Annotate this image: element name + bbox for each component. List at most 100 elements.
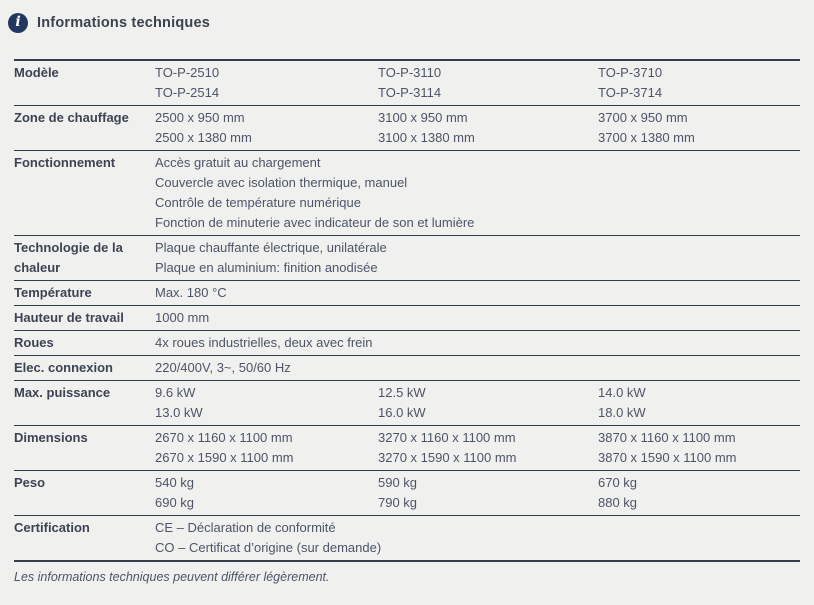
value-line: 3870 x 1160 x 1100 mm	[598, 430, 736, 445]
row-label: Dimensions	[14, 430, 88, 445]
value-column: 3100 x 950 mm 3100 x 1380 mm	[378, 108, 598, 148]
value-line: 4x roues industrielles, deux avec frein	[155, 335, 373, 350]
value-column: 590 kg 790 kg	[378, 473, 598, 513]
row-label: Peso	[14, 475, 46, 490]
row-label: Certification	[14, 520, 90, 535]
value-span: Accès gratuit au chargement Couvercle ave…	[155, 153, 800, 233]
value-line: 3700 x 1380 mm	[598, 130, 695, 145]
value-line: TO-P-3114	[378, 85, 442, 100]
table-row: Hauteur de travail 1000 mm	[14, 306, 800, 331]
value-span: CE – Déclaration de conformité CO – Certi…	[155, 518, 800, 558]
value-column: TO-P-3710 TO-P-3714	[598, 63, 800, 103]
value-line: CE – Déclaration de conformité	[155, 520, 336, 535]
section-header: i Informations techniques	[0, 0, 814, 33]
value-column: TO-P-2510 TO-P-2514	[155, 63, 378, 103]
value-line: Max. 180 °C	[155, 285, 227, 300]
value-span: Max. 180 °C	[155, 283, 800, 303]
row-values: 9.6 kW 13.0 kW 12.5 kW 16.0 kW 14.0 kW 18.0 k…	[155, 383, 800, 423]
disclaimer-note: Les informations techniques peuvent diff…	[14, 570, 330, 584]
value-span: 220/400V, 3~, 50/60 Hz	[155, 358, 800, 378]
value-line: TO-P-2514	[155, 85, 220, 100]
value-column: 12.5 kW 16.0 kW	[378, 383, 598, 423]
row-values: 4x roues industrielles, deux avec frein	[155, 333, 800, 353]
value-line: 18.0 kW	[598, 405, 646, 420]
row-label: Fonctionnement	[14, 155, 116, 170]
row-label: Modèle	[14, 65, 59, 80]
row-label: Technologie de la chaleur	[14, 240, 123, 275]
row-values: 2500 x 950 mm 2500 x 1380 mm 3100 x 950 mm…	[155, 108, 800, 148]
value-column: 670 kg 880 kg	[598, 473, 800, 513]
row-values: 2670 x 1160 x 1100 mm 2670 x 1590 x 1100 …	[155, 428, 800, 468]
value-line: 690 kg	[155, 495, 195, 510]
value-column: 2670 x 1160 x 1100 mm 2670 x 1590 x 1100 …	[155, 428, 378, 468]
row-label: Hauteur de travail	[14, 310, 124, 325]
value-line: Plaque en aluminium: finition anodisée	[155, 260, 378, 275]
value-line: TO-P-2510	[155, 65, 220, 80]
row-values: Max. 180 °C	[155, 283, 800, 303]
row-values: 540 kg 690 kg 590 kg 790 kg 670 kg 880 kg	[155, 473, 800, 513]
page-title: Informations techniques	[37, 15, 210, 31]
table-row: Technologie de la chaleur Plaque chauffan…	[14, 236, 800, 281]
table-row: Dimensions 2670 x 1160 x 1100 mm 2670 x 15…	[14, 426, 800, 471]
value-column: 540 kg 690 kg	[155, 473, 378, 513]
row-label: Roues	[14, 335, 54, 350]
value-line: TO-P-3110	[378, 65, 442, 80]
value-line: Fonction de minuterie avec indicateur de…	[155, 215, 475, 230]
table-row: Roues 4x roues industrielles, deux avec f…	[14, 331, 800, 356]
table-row: Modèle TO-P-2510 TO-P-2514 TO-P-3110 TO-P-31…	[14, 61, 800, 106]
value-line: 3100 x 950 mm	[378, 110, 468, 125]
value-column: 3270 x 1160 x 1100 mm 3270 x 1590 x 1100 …	[378, 428, 598, 468]
value-line: 1000 mm	[155, 310, 210, 325]
technical-info-table: Modèle TO-P-2510 TO-P-2514 TO-P-3110 TO-P-31…	[14, 59, 800, 562]
value-line: 2500 x 950 mm	[155, 110, 245, 125]
value-column: 2500 x 950 mm 2500 x 1380 mm	[155, 108, 378, 148]
value-line: Contrôle de température numérique	[155, 195, 361, 210]
value-column: 14.0 kW 18.0 kW	[598, 383, 800, 423]
table-row: Température Max. 180 °C	[14, 281, 800, 306]
value-line: 14.0 kW	[598, 385, 646, 400]
table-row: Peso 540 kg 690 kg 590 kg 790 kg 670 kg 880 kg	[14, 471, 800, 516]
value-line: 3270 x 1590 x 1100 mm	[378, 450, 517, 465]
table-row: Elec. connexion 220/400V, 3~, 50/60 Hz	[14, 356, 800, 381]
row-values: Plaque chauffante électrique, unilatéral…	[155, 238, 800, 278]
row-label: Température	[14, 285, 92, 300]
value-line: CO – Certificat d’origine (sur demande)	[155, 540, 382, 555]
value-line: Accès gratuit au chargement	[155, 155, 321, 170]
row-values: 220/400V, 3~, 50/60 Hz	[155, 358, 800, 378]
value-line: 670 kg	[598, 475, 638, 490]
value-line: Couvercle avec isolation thermique, manu…	[155, 175, 408, 190]
value-line: Plaque chauffante électrique, unilatéral…	[155, 240, 387, 255]
value-line: 16.0 kW	[378, 405, 426, 420]
value-line: 2500 x 1380 mm	[155, 130, 252, 145]
value-line: 790 kg	[378, 495, 418, 510]
value-line: 220/400V, 3~, 50/60 Hz	[155, 360, 291, 375]
table-row: Certification CE – Déclaration de conform…	[14, 516, 800, 562]
value-line: TO-P-3714	[598, 85, 663, 100]
value-span: Plaque chauffante électrique, unilatéral…	[155, 238, 800, 278]
value-line: 3870 x 1590 x 1100 mm	[598, 450, 737, 465]
value-column: 3870 x 1160 x 1100 mm 3870 x 1590 x 1100 …	[598, 428, 800, 468]
row-values: 1000 mm	[155, 308, 800, 328]
value-line: 3700 x 950 mm	[598, 110, 688, 125]
value-line: 9.6 kW	[155, 385, 196, 400]
row-label: Max. puissance	[14, 385, 111, 400]
value-line: TO-P-3710	[598, 65, 663, 80]
value-column: TO-P-3110 TO-P-3114	[378, 63, 598, 103]
value-column: 3700 x 950 mm 3700 x 1380 mm	[598, 108, 800, 148]
value-column: 9.6 kW 13.0 kW	[155, 383, 378, 423]
value-line: 2670 x 1590 x 1100 mm	[155, 450, 294, 465]
table-row: Max. puissance 9.6 kW 13.0 kW 12.5 kW 16.0 k…	[14, 381, 800, 426]
row-label: Elec. connexion	[14, 360, 113, 375]
table-row: Zone de chauffage 2500 x 950 mm 2500 x 138…	[14, 106, 800, 151]
value-line: 13.0 kW	[155, 405, 203, 420]
value-line: 540 kg	[155, 475, 195, 490]
row-label: Zone de chauffage	[14, 110, 129, 125]
table-row: Fonctionnement Accès gratuit au chargemen…	[14, 151, 800, 236]
value-line: 12.5 kW	[378, 385, 426, 400]
row-values: Accès gratuit au chargement Couvercle ave…	[155, 153, 800, 233]
value-line: 3100 x 1380 mm	[378, 130, 475, 145]
value-line: 2670 x 1160 x 1100 mm	[155, 430, 293, 445]
info-icon: i	[8, 13, 28, 33]
value-line: 880 kg	[598, 495, 638, 510]
value-line: 590 kg	[378, 475, 418, 490]
